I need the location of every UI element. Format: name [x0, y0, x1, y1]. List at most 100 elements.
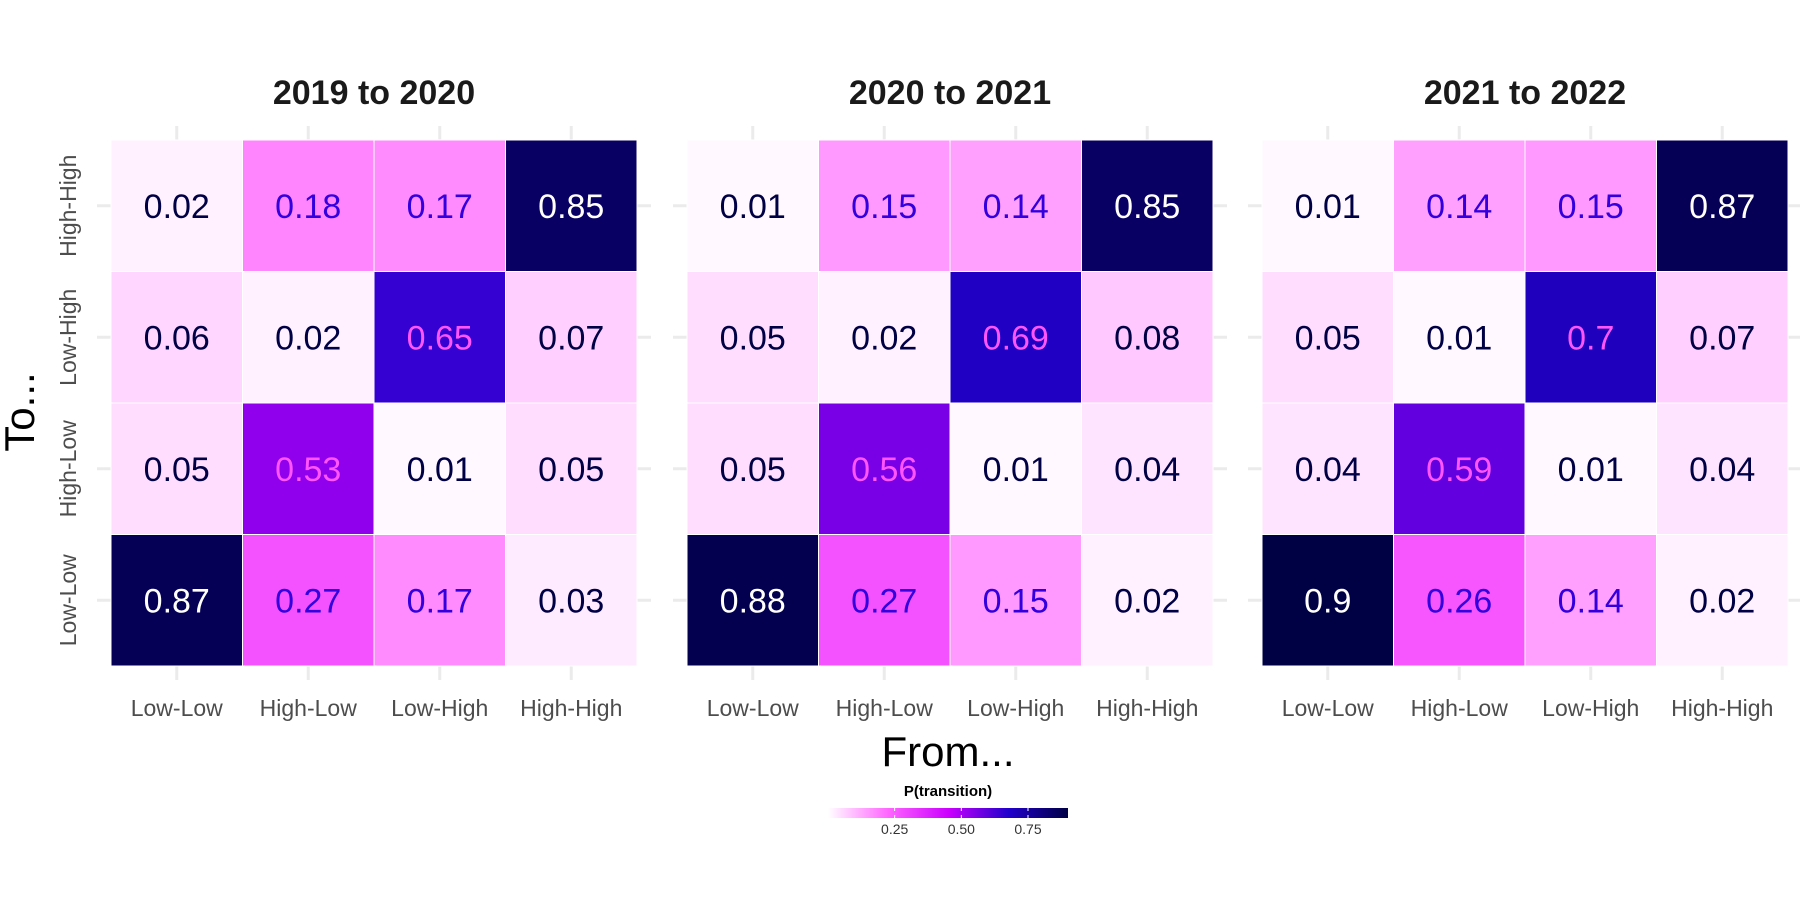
- panel-title: 2020 to 2021: [849, 74, 1051, 112]
- cell-value-label: 0.85: [538, 188, 604, 226]
- legend-tick-label: 0.25: [881, 821, 908, 837]
- cell-value-label: 0.04: [1114, 451, 1180, 489]
- cell-value-label: 0.05: [720, 451, 786, 489]
- heatmap-cell: [1524, 402, 1657, 535]
- cell-value-label: 0.14: [1558, 582, 1624, 620]
- cell-value-label: 0.15: [851, 188, 917, 226]
- legend: P(transition) 0.25 0.50 0.75: [828, 783, 1068, 837]
- heatmap-cell: [686, 271, 819, 404]
- cell-value-label: 0.03: [538, 582, 604, 620]
- heatmap-cell: [818, 139, 951, 272]
- cell-value-label: 0.04: [1689, 451, 1755, 489]
- heatmap-cell: [1081, 534, 1214, 667]
- cell-value-label: 0.26: [1426, 582, 1492, 620]
- cell-value-label: 0.87: [144, 582, 210, 620]
- x-tick-label: Low-High: [967, 695, 1064, 721]
- heatmap-cell: [1261, 402, 1394, 535]
- cell-value-label: 0.08: [1114, 319, 1180, 357]
- x-tick-label: High-Low: [260, 695, 358, 721]
- x-tick-label: Low-Low: [131, 695, 223, 721]
- heatmap-cell: [242, 139, 375, 272]
- x-tick-label: Low-Low: [707, 695, 799, 721]
- heatmap-cell: [1524, 534, 1657, 667]
- y-tick-label: Low-Low: [55, 554, 81, 646]
- x-tick-label: High-Low: [836, 695, 934, 721]
- cell-value-label: 0.27: [851, 582, 917, 620]
- heatmap-cell: [1261, 271, 1394, 404]
- cell-value-label: 0.01: [407, 451, 473, 489]
- cell-value-label: 0.01: [1558, 451, 1624, 489]
- heatmap-cell: [1393, 139, 1526, 272]
- cell-value-label: 0.05: [144, 451, 210, 489]
- panels-layer: 2019 to 2020 0.02 0.18 0.17 0.85 0.06 0.02 0.65…: [55, 74, 1800, 721]
- cell-value-label: 0.27: [275, 582, 341, 620]
- heatmap-cell: [373, 402, 506, 535]
- cell-value-label: 0.05: [720, 319, 786, 357]
- y-tick-label: Low-High: [55, 289, 81, 386]
- cell-value-label: 0.02: [851, 319, 917, 357]
- cell-value-label: 0.18: [275, 188, 341, 226]
- heatmap-cell: [505, 139, 638, 272]
- cell-value-label: 0.88: [720, 582, 786, 620]
- cell-value-label: 0.05: [538, 451, 604, 489]
- cell-value-label: 0.53: [275, 451, 341, 489]
- cell-value-label: 0.69: [983, 319, 1049, 357]
- heatmap-cell: [110, 534, 243, 667]
- cell-value-label: 0.02: [1689, 582, 1755, 620]
- heatmap-cell: [1261, 139, 1394, 272]
- cell-value-label: 0.7: [1567, 319, 1614, 357]
- x-tick-label: High-High: [1671, 695, 1773, 721]
- legend-title: P(transition): [904, 783, 992, 800]
- x-tick-label: High-High: [1096, 695, 1198, 721]
- heatmap-cell: [1081, 402, 1214, 535]
- heatmap-cell: [373, 534, 506, 667]
- panel-1: 2019 to 2020 0.02 0.18 0.17 0.85 0.06 0.02 0.65…: [55, 74, 651, 721]
- cell-value-label: 0.01: [1426, 319, 1492, 357]
- cell-value-label: 0.17: [407, 188, 473, 226]
- cell-value-label: 0.87: [1689, 188, 1755, 226]
- cell-value-label: 0.06: [144, 319, 210, 357]
- cell-value-label: 0.07: [1689, 319, 1755, 357]
- cell-value-label: 0.15: [983, 582, 1049, 620]
- heatmap-cell: [373, 139, 506, 272]
- x-axis-title: From...: [882, 728, 1015, 775]
- heatmap-cell: [1656, 271, 1789, 404]
- x-tick-label: High-Low: [1411, 695, 1509, 721]
- cell-value-label: 0.56: [851, 451, 917, 489]
- heatmap-cell: [949, 402, 1082, 535]
- cell-value-label: 0.04: [1295, 451, 1361, 489]
- heatmap-cell: [1393, 402, 1526, 535]
- cell-value-label: 0.02: [1114, 582, 1180, 620]
- heatmap-cell: [1524, 271, 1657, 404]
- heatmap-cell: [373, 271, 506, 404]
- cell-value-label: 0.01: [720, 188, 786, 226]
- x-tick-label: Low-Low: [1282, 695, 1374, 721]
- x-tick-label: Low-High: [391, 695, 488, 721]
- x-tick-label: High-High: [520, 695, 622, 721]
- x-tick-label: Low-High: [1542, 695, 1639, 721]
- panel-3: 2021 to 2022 0.01 0.14 0.15 0.87 0.05 0.01 0.7 0…: [1248, 74, 1800, 721]
- heatmap-cell: [1261, 534, 1394, 667]
- cell-value-label: 0.14: [983, 188, 1049, 226]
- cell-value-label: 0.17: [407, 582, 473, 620]
- y-axis-title: To...: [0, 372, 43, 451]
- heatmap-cell: [1393, 534, 1526, 667]
- cell-value-label: 0.05: [1295, 319, 1361, 357]
- heatmap-cell: [686, 139, 819, 272]
- heatmap-cell: [505, 271, 638, 404]
- cell-value-label: 0.07: [538, 319, 604, 357]
- panel-2: 2020 to 2021 0.01 0.15 0.14 0.85 0.05 0.02 0.69…: [673, 74, 1227, 721]
- cell-value-label: 0.01: [983, 451, 1049, 489]
- heatmap-cell: [1081, 139, 1214, 272]
- heatmap-cell: [949, 534, 1082, 667]
- panel-title: 2021 to 2022: [1424, 74, 1626, 112]
- heatmap-cell: [242, 271, 375, 404]
- heatmap-cell: [1393, 271, 1526, 404]
- cell-value-label: 0.15: [1558, 188, 1624, 226]
- heatmap-cell: [1656, 402, 1789, 535]
- heatmap-cell: [1656, 139, 1789, 272]
- panel-title: 2019 to 2020: [273, 74, 475, 112]
- cell-value-label: 0.02: [275, 319, 341, 357]
